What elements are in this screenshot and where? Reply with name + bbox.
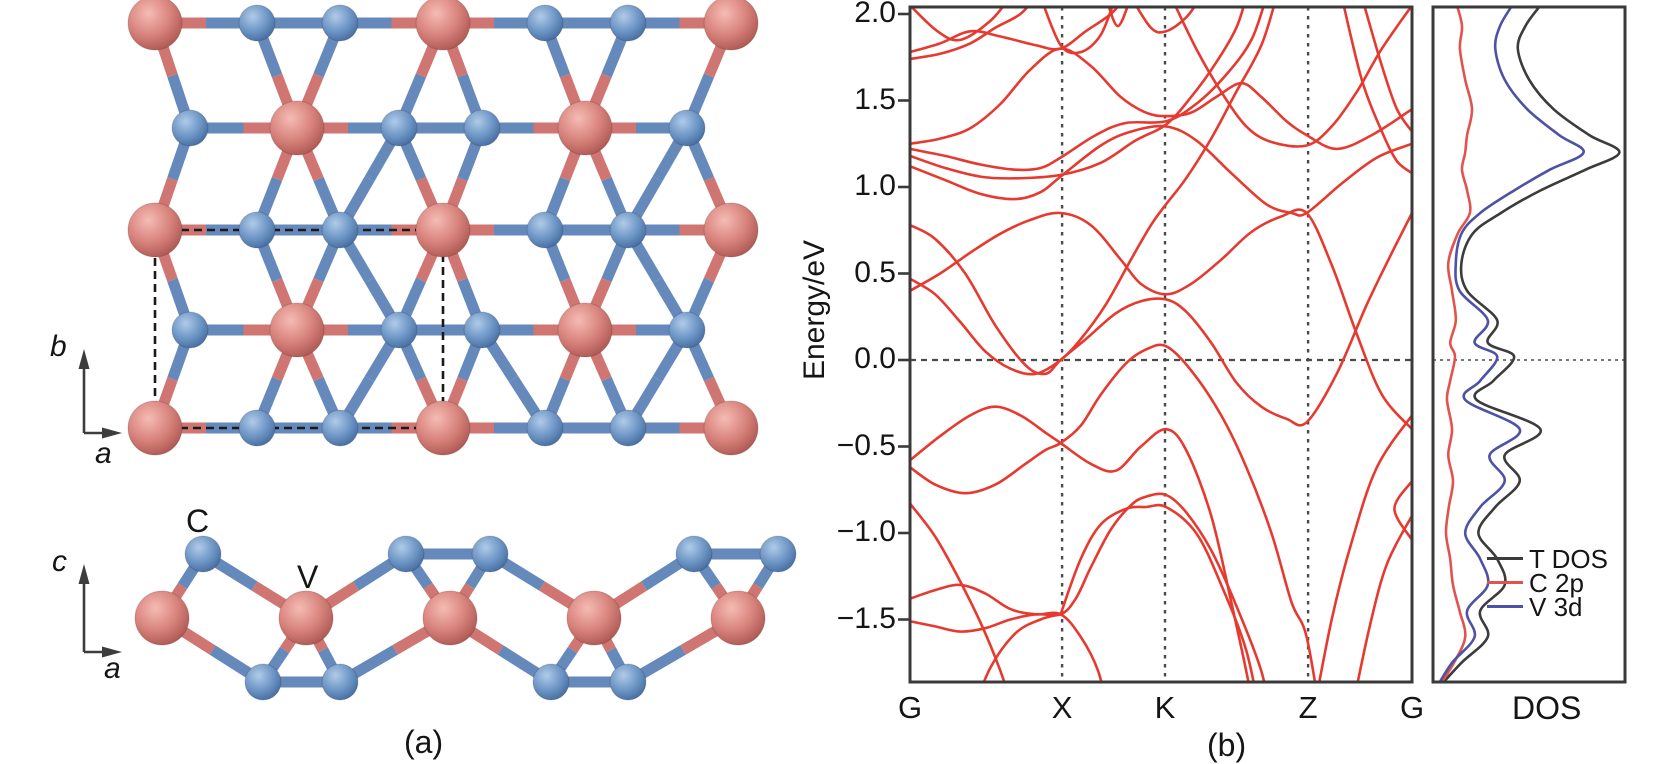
legend-label: V 3d	[1529, 592, 1583, 622]
crystal-structure-canvas	[78, 0, 797, 701]
y-tick-label: −1.5	[836, 601, 896, 635]
carbon-atom-label: C	[186, 503, 210, 539]
legend-item: C 2p	[1487, 568, 1617, 598]
k-point-label: X	[1051, 690, 1073, 725]
legend-label: T DOS	[1529, 544, 1608, 574]
k-point-label: Z	[1298, 690, 1318, 725]
legend-item: T DOS	[1487, 544, 1617, 574]
k-point-label: K	[1154, 690, 1176, 725]
y-tick-label: −1.0	[836, 515, 896, 548]
y-tick-label: 1.0	[854, 169, 896, 202]
a-axis-label-top: a	[95, 437, 112, 470]
vanadium-atom-label: V	[297, 559, 319, 595]
a-axis-label-side: a	[104, 652, 121, 685]
k-point-label: G	[1399, 690, 1425, 725]
c-axis-label: c	[52, 545, 67, 578]
y-tick-label: 0.5	[854, 255, 896, 289]
legend-line-swatch	[1487, 557, 1523, 560]
b-axis-label: b	[50, 330, 67, 363]
legend-label: C 2p	[1529, 568, 1584, 598]
legend-item: V 3d	[1487, 592, 1617, 622]
y-tick-label: −0.5	[836, 428, 896, 462]
legend-line-swatch	[1487, 581, 1523, 584]
y-tick-label: 2.0	[854, 0, 896, 29]
k-point-label: G	[897, 690, 923, 725]
dos-axis-label: DOS	[1512, 690, 1582, 726]
y-tick-label: 1.5	[854, 82, 896, 116]
panel-b-caption: (b)	[1207, 727, 1247, 763]
y-tick-label: 0.0	[854, 342, 896, 375]
legend-line-swatch	[1487, 605, 1523, 608]
panel-a-caption: (a)	[404, 724, 444, 760]
